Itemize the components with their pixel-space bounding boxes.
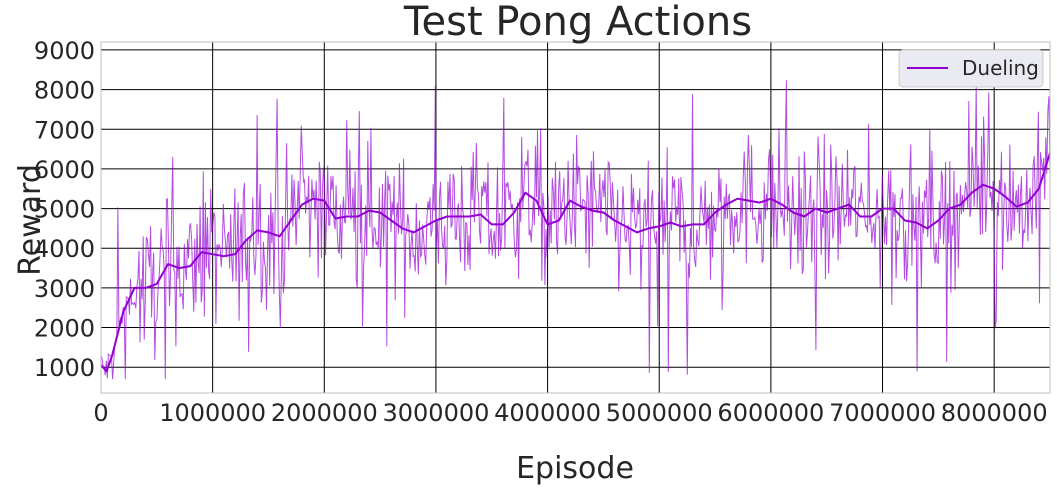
x-tick-label: 7000000 xyxy=(829,399,936,427)
smoothed-series-path xyxy=(100,152,1051,373)
y-tick-label: 3000 xyxy=(34,275,95,303)
y-tick-label: 5000 xyxy=(34,196,95,224)
y-tick-label: 4000 xyxy=(34,235,95,263)
x-tick-labels: 0 1000000 2000000 3000000 4000000 5000000 6000… xyxy=(93,399,1047,427)
x-axis-label: Episode xyxy=(516,451,634,486)
legend-box xyxy=(898,49,1044,88)
x-tick-label: 6000000 xyxy=(717,399,824,427)
x-tick-label: 1000000 xyxy=(159,399,266,427)
plot-frame xyxy=(100,41,1051,394)
raw-series-line xyxy=(100,80,1051,380)
chart-title: Test Pong Actions xyxy=(403,0,752,45)
x-tick-label: 2000000 xyxy=(271,399,378,427)
x-tick-label: 8000000 xyxy=(941,399,1048,427)
x-tick-label: 4000000 xyxy=(494,399,601,427)
x-tick-label: 3000000 xyxy=(382,399,489,427)
y-axis-label: Reward xyxy=(13,164,48,276)
y-tick-label: 9000 xyxy=(34,37,95,65)
y-tick-label: 1000 xyxy=(34,354,95,382)
x-tick-label: 0 xyxy=(93,399,108,427)
x-tick-label: 5000000 xyxy=(606,399,713,427)
y-tick-labels: 1000 2000 3000 4000 5000 6000 7000 8000 9000 xyxy=(34,37,95,382)
y-tick-label: 8000 xyxy=(34,77,95,105)
raw-series-path xyxy=(100,80,1051,380)
y-tick-label: 7000 xyxy=(34,116,95,144)
smoothed-series-line xyxy=(100,152,1051,373)
legend-entry-dueling: Dueling xyxy=(962,56,1039,80)
y-tick-label: 2000 xyxy=(34,315,95,343)
y-tick-label: 6000 xyxy=(34,156,95,184)
legend: Dueling xyxy=(898,49,1044,88)
